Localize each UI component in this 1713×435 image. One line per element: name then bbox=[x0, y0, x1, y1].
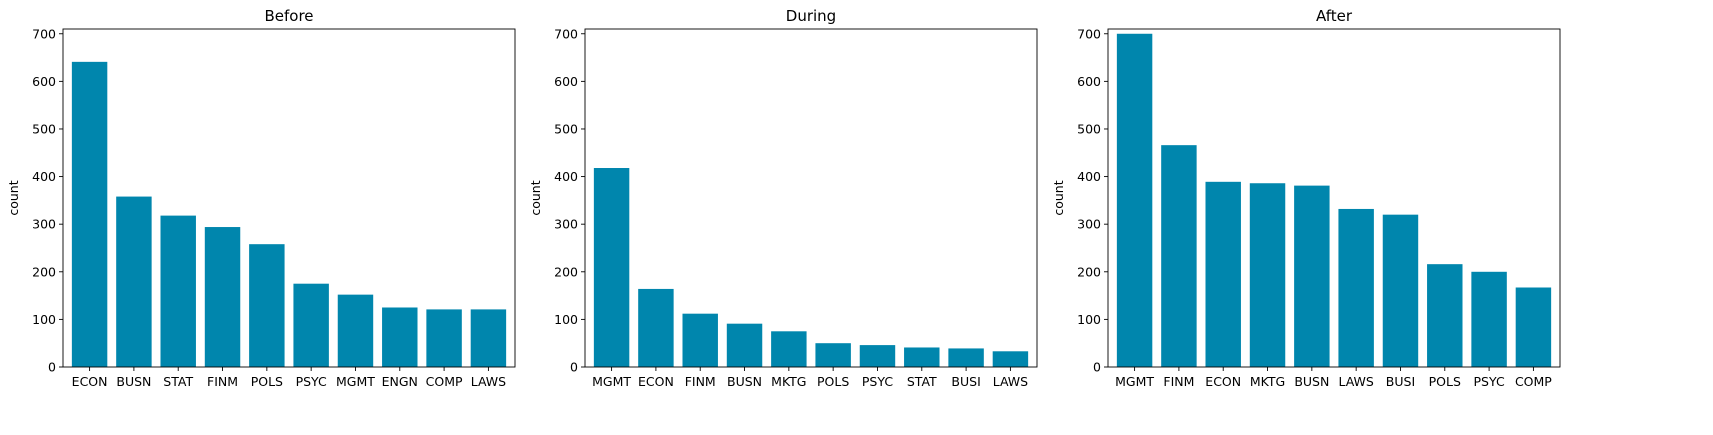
x-tick-label: BUSN bbox=[727, 374, 762, 389]
x-tick-label: POLS bbox=[251, 374, 283, 389]
bar-econ bbox=[638, 288, 674, 367]
bar-laws bbox=[470, 309, 507, 367]
bar-busn bbox=[1294, 185, 1330, 367]
x-tick-label: PSYC bbox=[862, 374, 893, 389]
bar-busi bbox=[948, 348, 984, 367]
panel-title: Before bbox=[264, 7, 313, 25]
y-tick-label: 400 bbox=[554, 169, 578, 184]
x-tick-label: MKTG bbox=[1250, 374, 1285, 389]
y-tick-label: 100 bbox=[32, 312, 56, 327]
y-axis-label: count bbox=[1051, 180, 1066, 215]
y-tick-label: 700 bbox=[32, 26, 56, 41]
x-tick-label: COMP bbox=[426, 374, 463, 389]
chart-panel-before: 0 100 200 300 400 500 600 700 ECON BUSN STAT FINM PO… bbox=[6, 7, 516, 389]
y-tick-label: 700 bbox=[1077, 26, 1101, 41]
bar-stat bbox=[904, 347, 940, 367]
y-tick-label: 400 bbox=[32, 169, 56, 184]
axes-frame bbox=[62, 28, 516, 368]
bar-stat bbox=[160, 215, 196, 367]
x-tick-label: MKTG bbox=[771, 374, 806, 389]
y-axis-label: count bbox=[528, 180, 543, 215]
axes-frame bbox=[1107, 28, 1561, 368]
bar-laws bbox=[992, 351, 1029, 367]
bar-engn bbox=[382, 307, 418, 367]
x-tick-label: POLS bbox=[817, 374, 849, 389]
bar-econ bbox=[1205, 181, 1241, 367]
bar-psyc bbox=[293, 283, 329, 367]
y-tick-label: 300 bbox=[32, 217, 56, 232]
x-tick-label: POLS bbox=[1429, 374, 1461, 389]
x-tick-label: BUSN bbox=[116, 374, 151, 389]
x-tick-label: ENGN bbox=[382, 374, 418, 389]
x-tick-label: LAWS bbox=[471, 374, 506, 389]
y-tick-label: 0 bbox=[48, 360, 56, 375]
x-tick-label: ECON bbox=[1205, 374, 1241, 389]
bar-mgmt bbox=[337, 294, 374, 367]
bar-busn bbox=[726, 323, 763, 367]
y-tick-label: 600 bbox=[32, 74, 56, 89]
x-tick-label: MGMT bbox=[1115, 374, 1154, 389]
bar-busn bbox=[116, 196, 152, 367]
y-tick-label: 200 bbox=[32, 264, 56, 279]
x-tick-label: COMP bbox=[1515, 374, 1552, 389]
bar-finm bbox=[682, 313, 718, 367]
y-tick-label: 700 bbox=[554, 26, 578, 41]
x-tick-label: ECON bbox=[72, 374, 108, 389]
y-tick-label: 300 bbox=[1077, 217, 1101, 232]
bar-finm bbox=[204, 227, 241, 367]
x-tick-label: STAT bbox=[907, 374, 937, 389]
y-axis-label: count bbox=[6, 180, 21, 215]
y-tick-label: 400 bbox=[1077, 169, 1101, 184]
bar-mktg bbox=[771, 331, 807, 367]
bar-laws bbox=[1338, 208, 1374, 367]
bar-comp bbox=[426, 309, 462, 367]
x-tick-label: LAWS bbox=[1338, 374, 1373, 389]
y-tick-label: 200 bbox=[1077, 264, 1101, 279]
y-tick-label: 300 bbox=[554, 217, 578, 232]
y-tick-label: 500 bbox=[1077, 121, 1101, 136]
x-tick-label: BUSI bbox=[951, 374, 980, 389]
x-tick-label: BUSN bbox=[1294, 374, 1329, 389]
bar-pols bbox=[815, 343, 851, 367]
bar-psyc bbox=[1471, 271, 1507, 367]
x-tick-label: FINM bbox=[207, 374, 238, 389]
x-tick-label: MGMT bbox=[336, 374, 375, 389]
chart-panel-after: 0 100 200 300 400 500 600 700 MGMT FINM ECON MKTG BU… bbox=[1051, 7, 1561, 389]
y-tick-label: 500 bbox=[32, 121, 56, 136]
bar-mgmt bbox=[1116, 33, 1153, 367]
y-tick-label: 200 bbox=[554, 264, 578, 279]
bar-pols bbox=[1427, 264, 1463, 367]
panel-title: During bbox=[786, 7, 836, 25]
x-tick-label: STAT bbox=[163, 374, 193, 389]
bar-busi bbox=[1382, 214, 1419, 367]
x-tick-label: FINM bbox=[1163, 374, 1194, 389]
x-tick-label: LAWS bbox=[993, 374, 1028, 389]
x-tick-label: PSYC bbox=[296, 374, 327, 389]
y-tick-label: 600 bbox=[1077, 74, 1101, 89]
bar-mktg bbox=[1249, 183, 1286, 367]
bar-comp bbox=[1515, 287, 1552, 367]
y-tick-label: 600 bbox=[554, 74, 578, 89]
x-tick-label: ECON bbox=[638, 374, 674, 389]
y-tick-label: 100 bbox=[1077, 312, 1101, 327]
bar-mgmt bbox=[593, 168, 630, 367]
y-tick-label: 0 bbox=[570, 360, 578, 375]
bar-econ bbox=[71, 61, 108, 367]
bar-pols bbox=[249, 244, 285, 367]
y-tick-label: 100 bbox=[554, 312, 578, 327]
y-tick-label: 0 bbox=[1093, 360, 1101, 375]
axes-frame bbox=[584, 28, 1038, 368]
x-tick-label: MGMT bbox=[592, 374, 631, 389]
bar-psyc bbox=[859, 345, 896, 367]
y-tick-label: 500 bbox=[554, 121, 578, 136]
x-tick-label: PSYC bbox=[1474, 374, 1505, 389]
x-tick-label: BUSI bbox=[1386, 374, 1415, 389]
x-tick-label: FINM bbox=[685, 374, 716, 389]
bar-finm bbox=[1161, 145, 1197, 367]
panel-title: After bbox=[1316, 7, 1353, 25]
chart-panel-during: 0 100 200 300 400 500 600 700 MGMT ECON FINM BUSN MK… bbox=[528, 7, 1038, 389]
